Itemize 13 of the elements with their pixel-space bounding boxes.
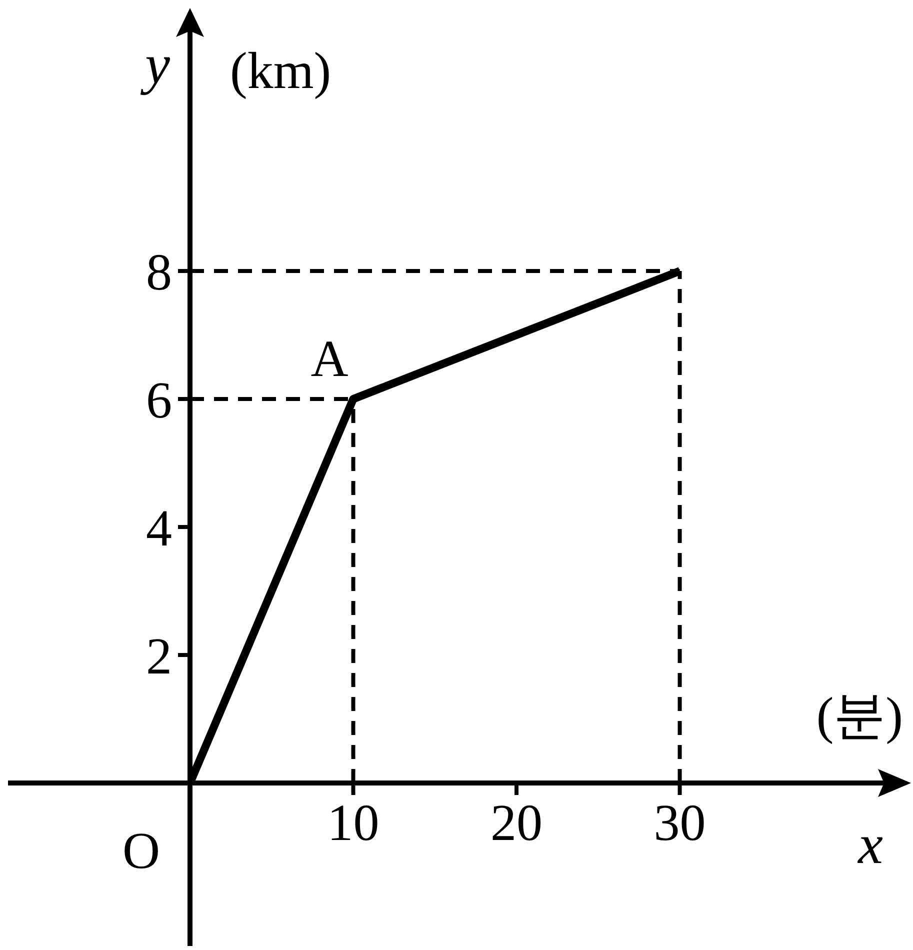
annotation: A — [310, 331, 349, 388]
x-tick-label: 10 — [327, 794, 380, 852]
y-tick-label: 8 — [146, 244, 172, 302]
x-tick-label: 20 — [490, 794, 543, 852]
y-tick-label: 2 — [146, 628, 172, 686]
annotation: (분) — [816, 688, 903, 745]
y-tick-label: 4 — [146, 500, 172, 558]
x-axis-title: x — [857, 814, 884, 876]
y-axis-title: y — [140, 34, 170, 96]
y-tick-label: 6 — [146, 372, 172, 430]
annotation: (km) — [230, 43, 332, 100]
text: O — [122, 823, 160, 880]
x-tick-label: 30 — [654, 794, 706, 852]
